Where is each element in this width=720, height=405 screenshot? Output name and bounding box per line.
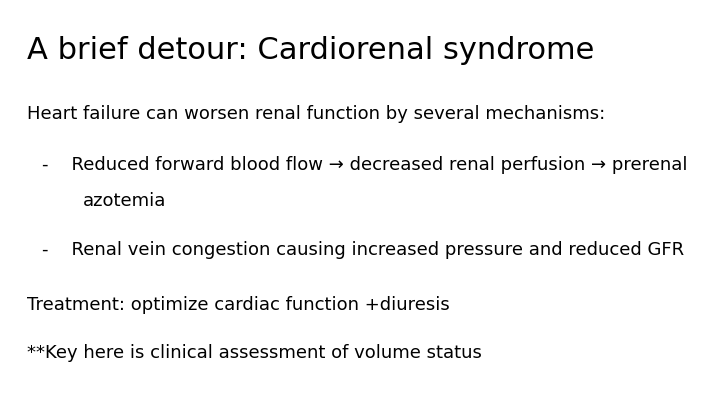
Text: A brief detour: Cardiorenal syndrome: A brief detour: Cardiorenal syndrome (27, 36, 595, 66)
Text: -    Renal vein congestion causing increased pressure and reduced GFR: - Renal vein congestion causing increase… (42, 241, 684, 259)
Text: **Key here is clinical assessment of volume status: **Key here is clinical assessment of vol… (27, 344, 482, 362)
Text: Heart failure can worsen renal function by several mechanisms:: Heart failure can worsen renal function … (27, 105, 606, 123)
Text: -    Reduced forward blood flow → decreased renal perfusion → prerenal: - Reduced forward blood flow → decreased… (42, 156, 688, 174)
Text: azotemia: azotemia (83, 192, 166, 210)
Text: Treatment: optimize cardiac function +diuresis: Treatment: optimize cardiac function +di… (27, 296, 450, 313)
